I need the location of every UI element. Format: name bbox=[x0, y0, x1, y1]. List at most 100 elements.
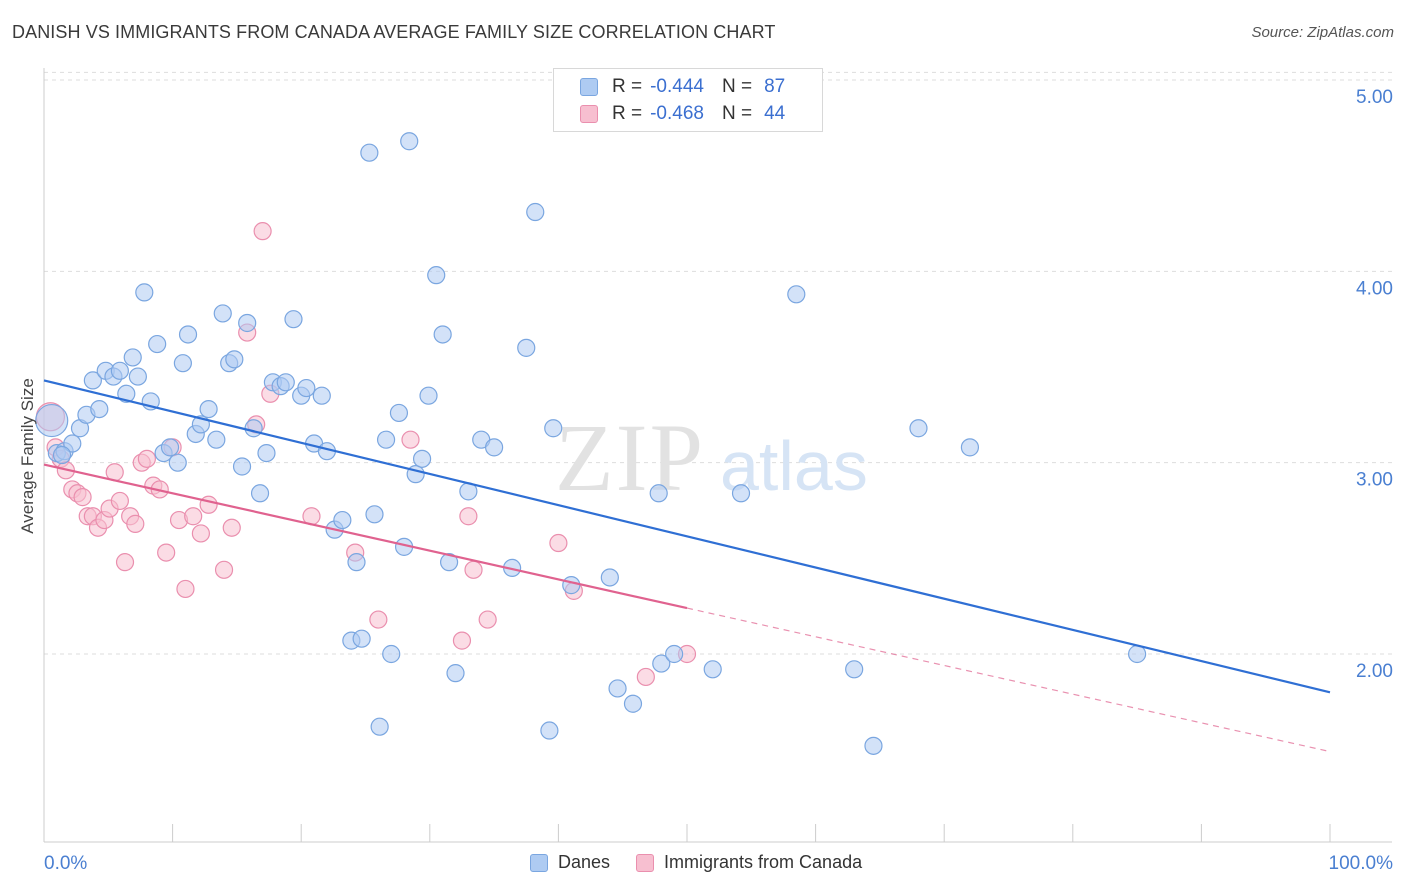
danes-point bbox=[312, 386, 331, 405]
danes-point bbox=[90, 399, 109, 419]
danes-point bbox=[703, 660, 722, 679]
legend-item-danes[interactable]: Danes bbox=[530, 852, 610, 873]
danes-point bbox=[960, 438, 980, 457]
canada-trend-line bbox=[43, 463, 688, 610]
r-label: R = bbox=[612, 103, 643, 124]
danes-point bbox=[433, 325, 452, 344]
danes-point bbox=[178, 325, 198, 344]
danes-point bbox=[173, 354, 192, 373]
danes-point bbox=[232, 457, 252, 476]
legend-label-canada: Immigrants from Canada bbox=[664, 852, 863, 872]
y-tick-label: 2.00 bbox=[1356, 661, 1393, 682]
danes-point bbox=[427, 266, 446, 285]
danes-point bbox=[117, 384, 136, 403]
canada-point bbox=[191, 524, 210, 543]
canada-point bbox=[126, 514, 145, 533]
danes-point bbox=[128, 367, 147, 386]
danes-point bbox=[376, 430, 396, 449]
danes-point bbox=[148, 334, 167, 354]
danes-point bbox=[787, 285, 806, 304]
danes-point bbox=[168, 453, 187, 472]
y-tick-label: 5.00 bbox=[1356, 87, 1393, 108]
canada-point bbox=[478, 610, 497, 629]
danes-point bbox=[845, 660, 864, 679]
danes-point bbox=[412, 449, 432, 468]
danes-point bbox=[731, 484, 751, 503]
canada-point bbox=[464, 560, 483, 579]
source-label: Source: ZipAtlas.com bbox=[1251, 24, 1394, 41]
canada-point bbox=[157, 543, 176, 562]
danes-point bbox=[446, 664, 465, 683]
danes-point bbox=[238, 313, 257, 333]
danes-point bbox=[370, 717, 389, 736]
legend-item-canada[interactable]: Immigrants from Canada bbox=[636, 852, 862, 873]
danes-point bbox=[485, 438, 504, 457]
danes-point bbox=[526, 202, 545, 222]
danes-point bbox=[52, 445, 72, 465]
danes-point bbox=[123, 348, 142, 367]
y-tick-label: 3.00 bbox=[1356, 470, 1393, 491]
canada-point bbox=[452, 631, 472, 650]
danes-point bbox=[276, 373, 295, 392]
danes-point bbox=[517, 338, 536, 357]
canada-point bbox=[110, 491, 129, 511]
danes-point bbox=[284, 310, 303, 329]
danes-point bbox=[352, 629, 371, 648]
canada-point bbox=[176, 579, 195, 599]
danes-point bbox=[389, 403, 409, 423]
legend-swatch-danes bbox=[530, 853, 548, 872]
r-value: -0.468 bbox=[650, 103, 704, 124]
danes-point bbox=[63, 434, 82, 453]
legend-swatch-canada bbox=[580, 105, 598, 123]
chart-title: DANISH VS IMMIGRANTS FROM CANADA AVERAGE… bbox=[12, 22, 776, 42]
axes bbox=[43, 68, 1392, 843]
danes-point bbox=[35, 403, 69, 438]
r-label: R = bbox=[612, 76, 643, 97]
n-value: 87 bbox=[764, 76, 786, 97]
danes-point bbox=[439, 553, 459, 572]
danes-point bbox=[360, 143, 379, 162]
watermark-zip: ZIP bbox=[555, 404, 705, 511]
canada-point bbox=[401, 430, 420, 449]
y-tick-labels: 2.00 3.00 4.00 5.00 bbox=[1356, 87, 1393, 682]
n-value: 44 bbox=[764, 103, 786, 124]
series-danes bbox=[35, 132, 1147, 755]
danes-point bbox=[623, 694, 643, 713]
canada-point bbox=[184, 507, 203, 526]
canada-point bbox=[222, 518, 241, 537]
danes-point bbox=[608, 679, 627, 698]
danes-point bbox=[864, 736, 883, 755]
canada-point bbox=[369, 610, 388, 629]
canada-point bbox=[549, 533, 568, 553]
legend-swatch-canada bbox=[636, 853, 655, 872]
legend-row-canada: R = -0.468 N = 44 bbox=[580, 102, 785, 126]
danes-point bbox=[83, 371, 102, 390]
danes-point bbox=[382, 644, 401, 664]
canada-point bbox=[199, 495, 218, 514]
danes-point bbox=[250, 484, 270, 503]
danes-point bbox=[207, 430, 226, 449]
danes-point bbox=[649, 484, 668, 503]
r-value: -0.444 bbox=[650, 76, 704, 97]
danes-point bbox=[909, 419, 928, 438]
canada-trend-extension bbox=[686, 607, 1331, 753]
y-tick-label: 4.00 bbox=[1356, 278, 1393, 299]
danes-point bbox=[540, 721, 559, 740]
danes-point bbox=[244, 419, 263, 438]
x-tick-label-start: 0.0% bbox=[44, 853, 87, 874]
danes-point bbox=[213, 304, 232, 323]
series-legend: Danes Immigrants from Canada bbox=[530, 852, 888, 873]
canada-point bbox=[636, 667, 655, 687]
canada-point bbox=[459, 507, 478, 526]
danes-point bbox=[347, 553, 366, 572]
stats-legend: R = -0.444 N = 87 R = -0.468 N = 44 bbox=[553, 68, 823, 132]
canada-point bbox=[115, 553, 135, 572]
danes-point bbox=[544, 419, 563, 438]
danes-point bbox=[562, 576, 581, 595]
danes-point bbox=[110, 361, 129, 380]
y-axis-label: Average Family Size bbox=[18, 378, 37, 534]
x-tick-label-end: 100.0% bbox=[1329, 853, 1394, 874]
canada-point bbox=[253, 222, 272, 241]
danes-point bbox=[365, 505, 384, 524]
canada-point bbox=[137, 449, 156, 468]
